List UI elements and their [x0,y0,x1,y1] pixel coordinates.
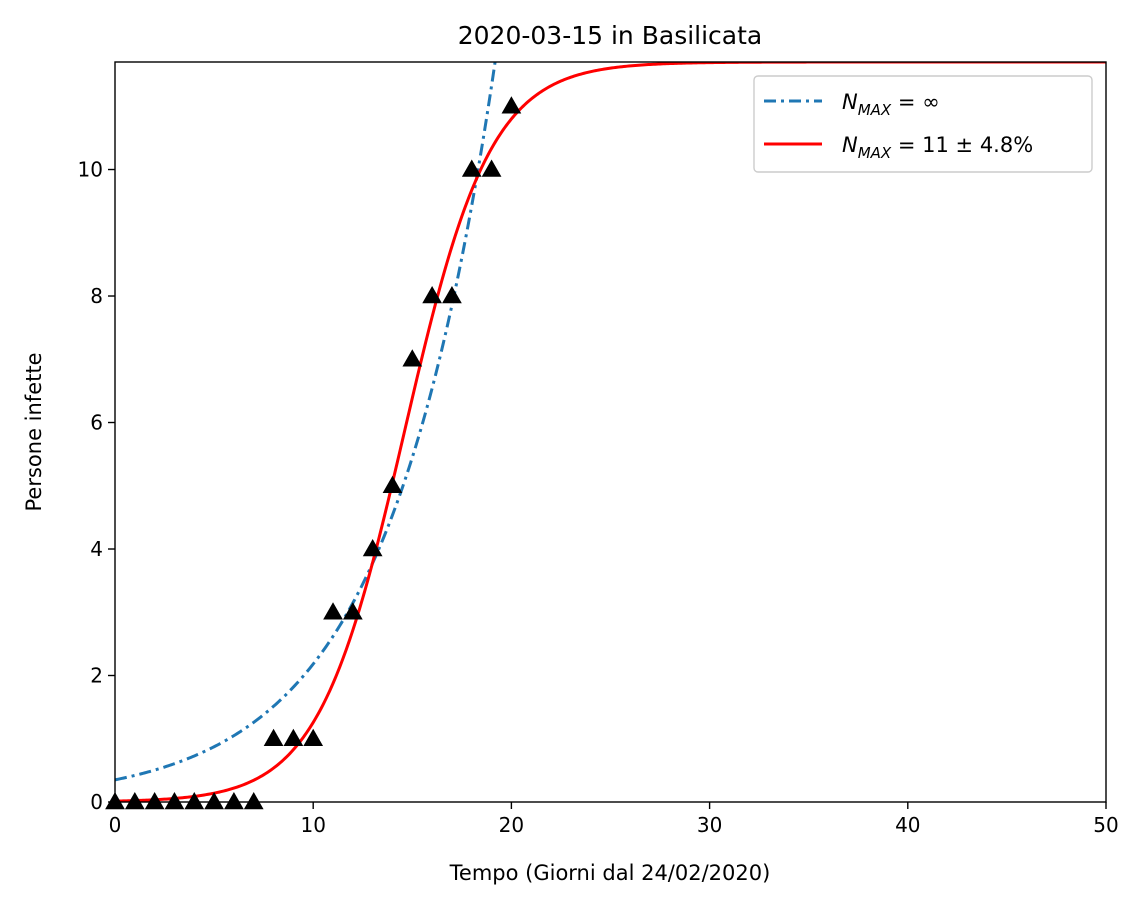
legend-label-logistic-rest: = 11 ± 4.8% [891,133,1033,157]
data-point [184,791,205,810]
x-tick-label: 20 [499,813,524,837]
data-point [263,728,284,747]
series-line-logistic [115,62,1106,802]
data-point [124,791,145,810]
data-point [144,791,165,810]
plot-frame [114,61,1107,803]
y-tick-label: 4 [90,537,103,561]
y-tick-label: 10 [78,158,103,182]
legend: NMAX = ∞ NMAX = 11 ± 4.8% [753,75,1093,173]
data-point [382,475,403,494]
y-axis: 0 2 4 6 8 10 [78,158,115,814]
legend-label-exponential-main: N [842,90,858,114]
data-point [362,539,383,557]
data-point [501,96,522,114]
y-tick-label: 0 [90,790,103,814]
x-tick-label: 10 [300,813,325,837]
data-point [243,791,264,810]
data-point [204,791,224,810]
data-point [283,728,304,747]
legend-box [753,75,1093,173]
legend-label-exponential: NMAX = ∞ [842,90,940,119]
x-tick-label: 50 [1093,813,1118,837]
plot-area [105,61,1107,810]
x-axis: 0 10 20 30 40 50 [109,802,1119,837]
x-tick-label: 40 [895,813,920,837]
legend-label-exponential-sub: MAX [858,101,892,119]
y-axis-label: Persone infette [22,352,46,511]
data-point [323,602,343,620]
legend-label-logistic: NMAX = 11 ± 4.8% [842,133,1033,162]
y-tick-label: 8 [90,284,103,308]
y-tick-label: 6 [90,411,103,435]
data-point [481,159,502,177]
data-point [224,791,244,810]
legend-label-logistic-main: N [842,133,858,157]
legend-label-exponential-rest: = ∞ [891,90,939,114]
data-point [303,728,324,747]
x-tick-label: 30 [697,813,722,837]
x-tick-label: 0 [109,813,122,837]
data-point [422,286,442,304]
data-point [164,791,185,810]
data-point [402,349,423,367]
x-axis-label: Tempo (Giorni dal 24/02/2020) [449,861,771,885]
data-point [461,159,482,177]
data-point [442,286,462,304]
y-tick-label: 2 [90,664,103,688]
chart-title: 2020-03-15 in Basilicata [458,21,763,50]
legend-label-logistic-sub: MAX [858,144,892,162]
data-point [342,602,363,620]
